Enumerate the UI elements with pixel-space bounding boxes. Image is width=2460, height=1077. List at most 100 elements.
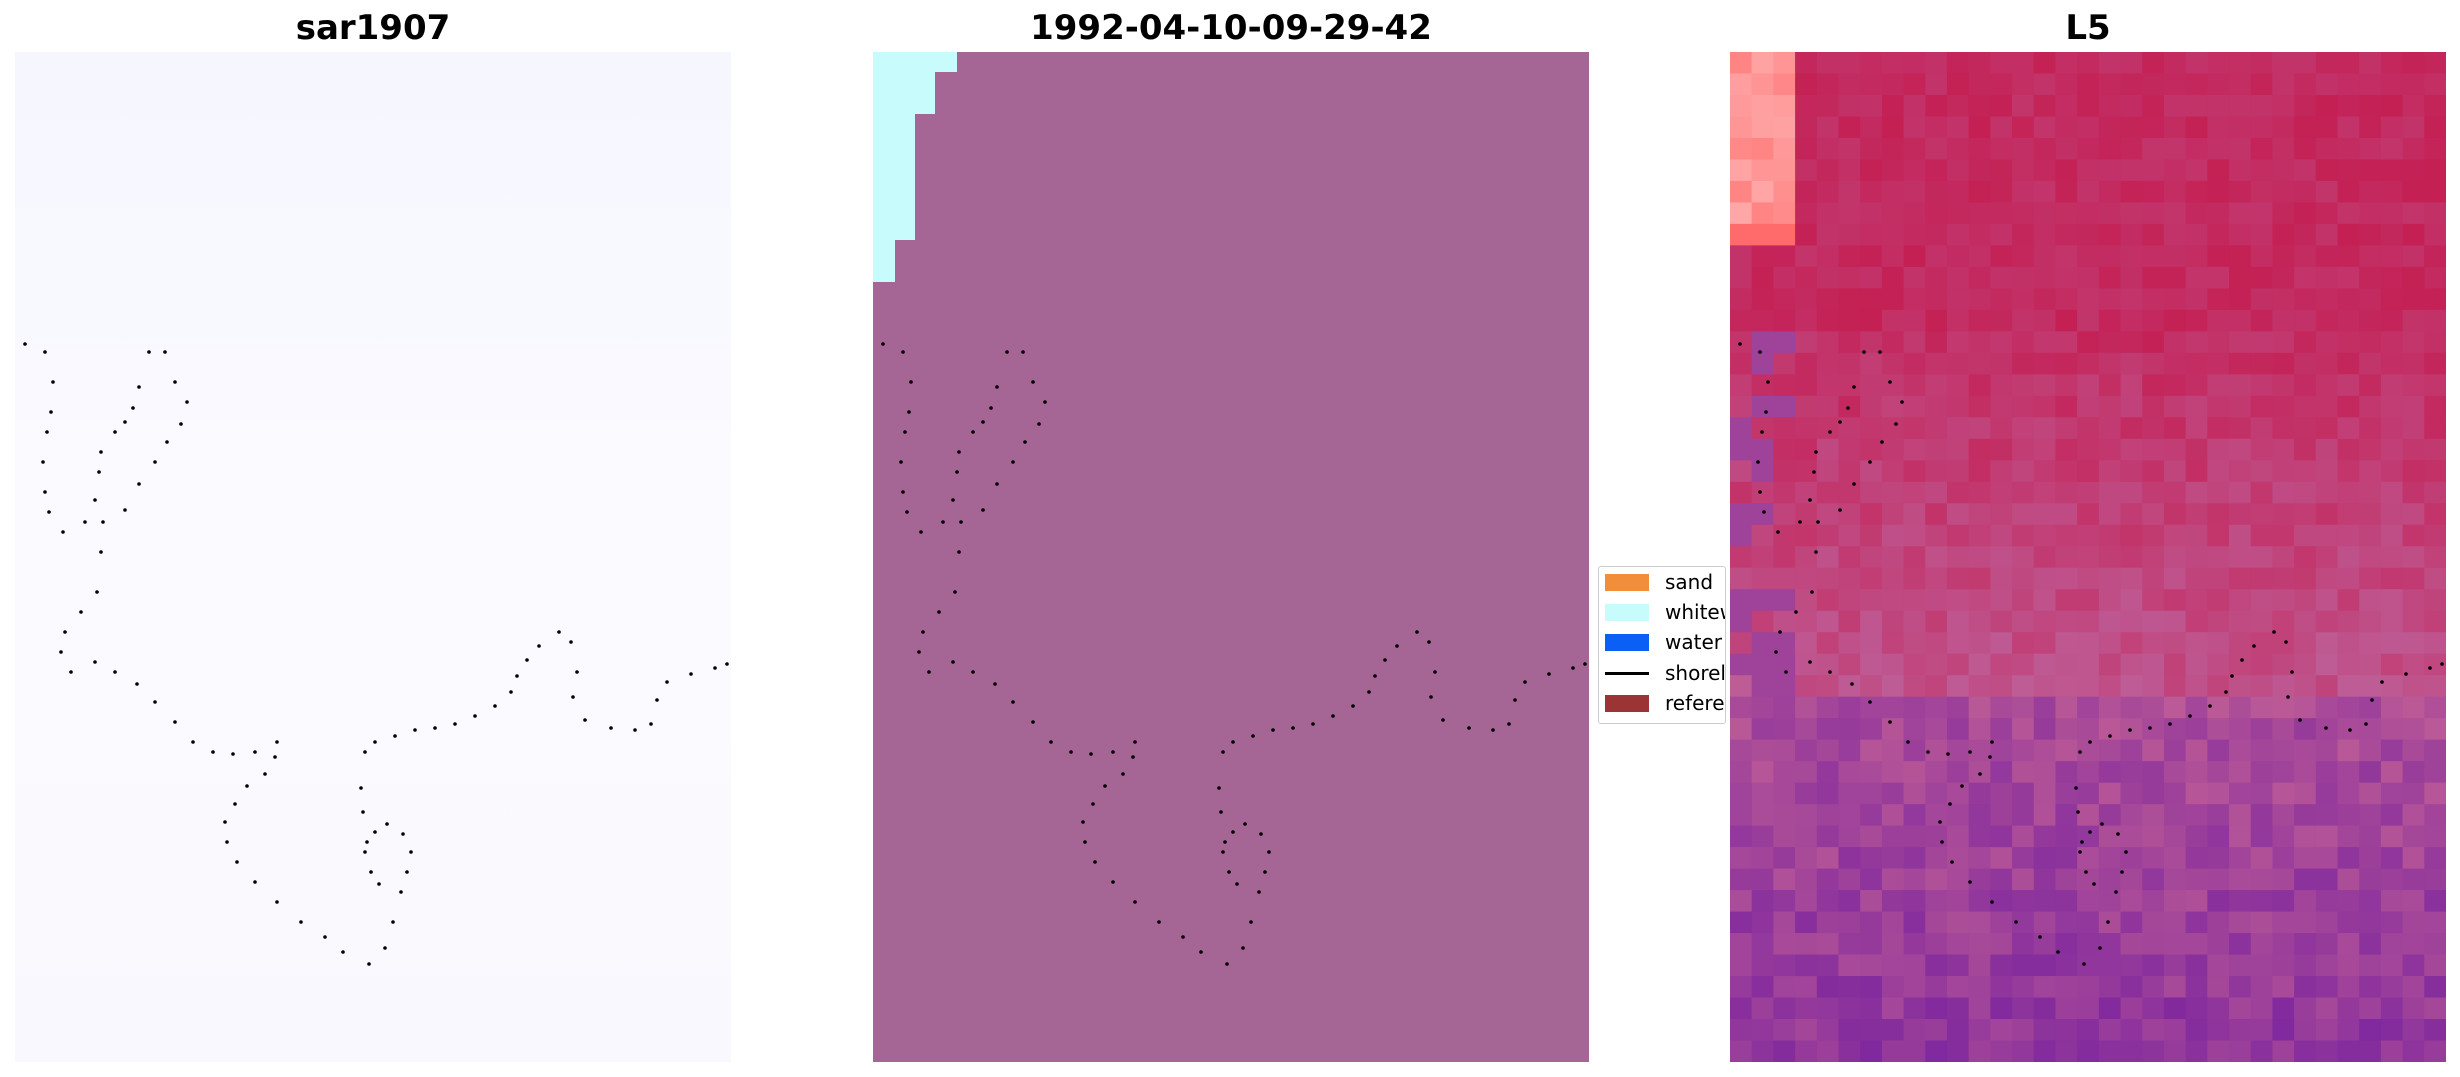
shoreline-point: [971, 430, 975, 434]
shoreline-point: [957, 450, 961, 454]
shoreline-point: [275, 900, 279, 904]
shoreline-point: [583, 718, 587, 722]
shoreline-point: [1764, 410, 1768, 414]
shoreline-point: [377, 882, 381, 886]
shoreline-point: [713, 666, 717, 670]
shoreline-point: [93, 660, 97, 664]
shoreline-point: [2224, 690, 2228, 694]
legend-swatch-reference: [1605, 694, 1649, 712]
shoreline-point: [1838, 420, 1842, 424]
shoreline-point: [61, 530, 65, 534]
shoreline-point: [1351, 704, 1355, 708]
shoreline-point: [453, 722, 457, 726]
shoreline-point: [1814, 450, 1818, 454]
shoreline-point: [901, 490, 905, 494]
shoreline-point: [323, 935, 327, 939]
shoreline-point: [907, 410, 911, 414]
shoreline-point: [1231, 830, 1235, 834]
shoreline-point: [359, 786, 363, 790]
shoreline-point: [235, 860, 239, 864]
shoreline-point: [191, 740, 195, 744]
shoreline-point: [1507, 722, 1511, 726]
shoreline-point: [41, 460, 45, 464]
shoreline-point: [2404, 672, 2408, 676]
panel-title-sar: sar1907: [295, 8, 451, 48]
shoreline-point: [1547, 672, 1551, 676]
shoreline-point: [1093, 860, 1097, 864]
shoreline-point: [253, 750, 257, 754]
shoreline-point: [275, 740, 279, 744]
shoreline-point: [1808, 498, 1812, 502]
shoreline-point: [1868, 460, 1872, 464]
shoreline-point: [2116, 832, 2120, 836]
shoreline-point: [2084, 870, 2088, 874]
shoreline-point: [373, 830, 377, 834]
shoreline-point: [1383, 658, 1387, 662]
shoreline-point: [1121, 772, 1125, 776]
shoreline-point: [2208, 704, 2212, 708]
shoreline-point: [1940, 840, 1944, 844]
shoreline-point: [901, 350, 905, 354]
shoreline-point: [1257, 890, 1261, 894]
shoreline-point: [231, 752, 235, 756]
shoreline-point: [23, 342, 27, 346]
shoreline-point: [2088, 740, 2092, 744]
shoreline-point: [1235, 882, 1239, 886]
shoreline-point: [413, 728, 417, 732]
shoreline-point: [1808, 660, 1812, 664]
shoreline-point: [1005, 350, 1009, 354]
shoreline-point: [1243, 822, 1247, 826]
shoreline-point: [1049, 740, 1053, 744]
shoreline-point: [995, 482, 999, 486]
shoreline-point: [2298, 718, 2302, 722]
shoreline-point: [1758, 490, 1762, 494]
shoreline-point: [1227, 870, 1231, 874]
shoreline-point: [1225, 962, 1229, 966]
l5-pixel-grid: [1730, 52, 2446, 1062]
shoreline-point: [2272, 630, 2276, 634]
shoreline-point: [509, 690, 513, 694]
shoreline-point: [2348, 728, 2352, 732]
classification-image-panel: [873, 52, 1589, 1062]
shoreline-point: [165, 440, 169, 444]
l5-image: [1730, 52, 2446, 1062]
legend-label-reference: referen: [1665, 691, 1725, 715]
shoreline-point: [1433, 670, 1437, 674]
shoreline-point: [99, 450, 103, 454]
shoreline-point: [1089, 752, 1093, 756]
shoreline-point: [2056, 950, 2060, 954]
legend-swatch-sand: [1605, 573, 1649, 591]
shoreline-point: [515, 674, 519, 678]
legend-swatch-water: [1605, 633, 1649, 651]
shoreline-point: [363, 850, 367, 854]
legend-item-reference: referen: [1605, 688, 1725, 718]
shoreline-point: [1267, 850, 1271, 854]
shoreline-point: [43, 350, 47, 354]
shoreline-point: [47, 510, 51, 514]
shoreline-point: [93, 498, 97, 502]
l5-image-panel: [1730, 52, 2446, 1062]
shoreline-point: [989, 406, 993, 410]
shoreline-point: [409, 850, 413, 854]
shoreline-point: [609, 726, 613, 730]
shoreline-point: [1571, 666, 1575, 670]
shoreline-point: [99, 550, 103, 554]
shoreline-point: [1766, 380, 1770, 384]
shoreline-point: [633, 728, 637, 732]
shoreline-point: [1978, 772, 1982, 776]
shoreline-point: [955, 470, 959, 474]
shoreline-point: [1906, 740, 1910, 744]
shoreline-point: [59, 650, 63, 654]
shoreline-point: [2284, 640, 2288, 644]
shoreline-point: [1968, 880, 1972, 884]
shoreline-point: [153, 460, 157, 464]
shoreline-point: [253, 880, 257, 884]
shoreline-point: [1291, 726, 1295, 730]
shoreline-point: [1846, 406, 1850, 410]
shoreline-point: [1037, 422, 1041, 426]
shoreline-point: [899, 460, 903, 464]
shoreline-point: [225, 840, 229, 844]
shoreline-point: [1990, 900, 1994, 904]
